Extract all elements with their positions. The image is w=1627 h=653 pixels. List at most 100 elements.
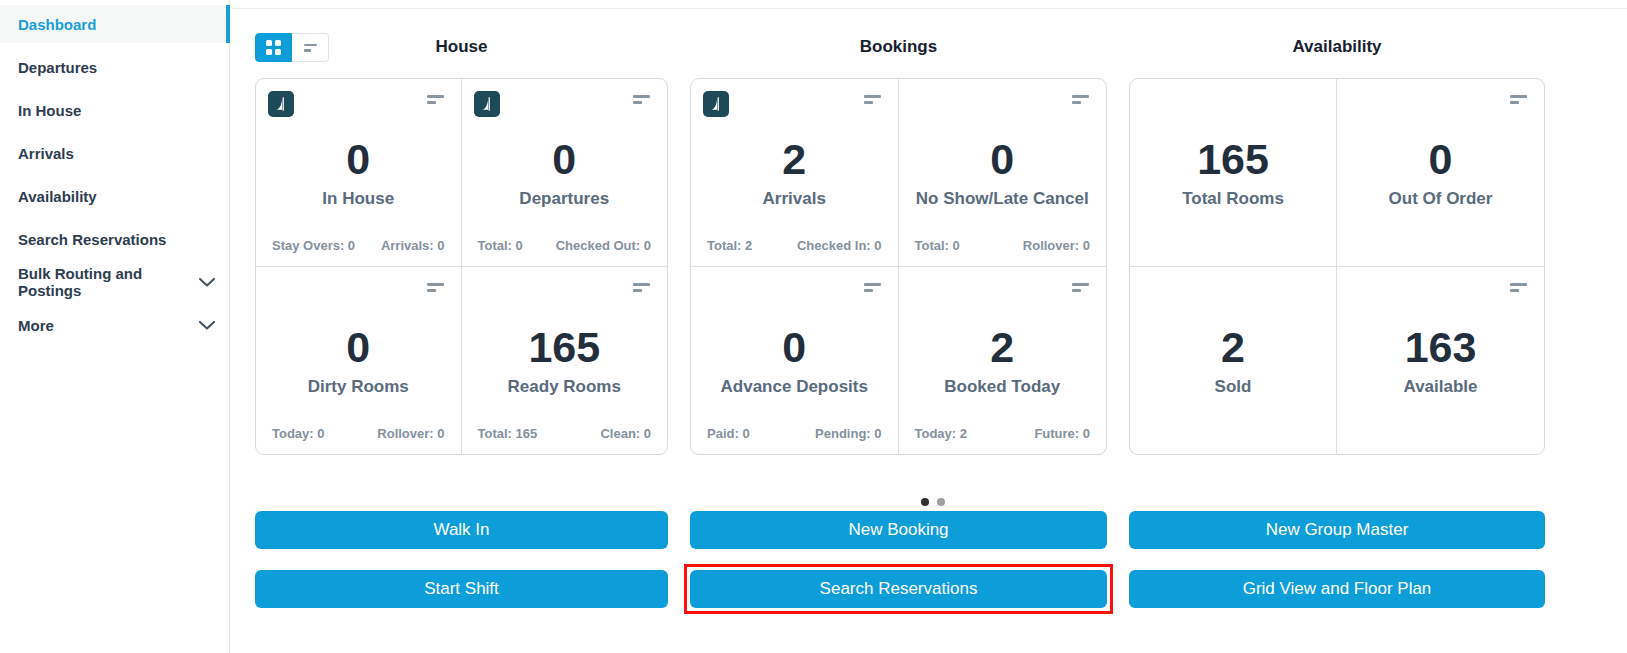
card-menu-icon[interactable] <box>1510 283 1527 292</box>
stat-label: Booked Today <box>944 377 1060 397</box>
stat-value: 2 <box>1221 324 1245 370</box>
sidebar-item-more[interactable]: More <box>0 306 229 344</box>
sidebar-item-label: Search Reservations <box>18 231 166 248</box>
sidebar: Dashboard Departures In House Arrivals A… <box>0 0 230 653</box>
stat-card-sold: 2 Sold <box>1130 267 1337 455</box>
stat-footer-left: Total: 2 <box>707 238 752 253</box>
sidebar-item-in-house[interactable]: In House <box>0 91 229 129</box>
stat-value: 0 <box>990 136 1014 182</box>
sidebar-item-label: In House <box>18 102 81 119</box>
sidebar-item-dashboard[interactable]: Dashboard <box>0 5 229 43</box>
sail-logo-icon <box>268 91 294 117</box>
stat-card-booked-today: 2 Booked Today Today: 2 Future: 0 <box>899 267 1107 455</box>
stat-value: 2 <box>990 324 1014 370</box>
stat-footer-right: Clean: 0 <box>600 426 651 441</box>
stat-card-no-show-late-cancel: 0 No Show/Late Cancel Total: 0 Rollover:… <box>899 79 1107 267</box>
stat-footer-right: Arrivals: 0 <box>381 238 445 253</box>
stat-value: 0 <box>346 324 370 370</box>
stat-footer-right: Pending: 0 <box>815 426 881 441</box>
chevron-down-icon <box>199 278 215 287</box>
stat-label: Out Of Order <box>1389 189 1493 209</box>
stat-footer-right: Future: 0 <box>1034 426 1090 441</box>
stat-label: Advance Deposits <box>721 377 868 397</box>
stat-value: 0 <box>346 136 370 182</box>
stat-footer-right: Checked In: 0 <box>797 238 882 253</box>
card-menu-icon[interactable] <box>633 95 650 104</box>
stat-value: 0 <box>1429 136 1453 182</box>
stat-footer-left: Today: 2 <box>915 426 968 441</box>
sidebar-item-label: Dashboard <box>18 16 96 33</box>
stat-footer-right: Checked Out: 0 <box>556 238 651 253</box>
stat-label: Available <box>1403 377 1477 397</box>
new-group-master-button[interactable]: New Group Master <box>1129 511 1545 549</box>
stat-label: No Show/Late Cancel <box>916 189 1089 209</box>
sidebar-item-label: Departures <box>18 59 97 76</box>
sidebar-item-label: Availability <box>18 188 97 205</box>
stat-card-ready-rooms: 165 Ready Rooms Total: 165 Clean: 0 <box>462 267 668 455</box>
sidebar-item-label: Arrivals <box>18 145 74 162</box>
stat-footer-left: Total: 165 <box>478 426 538 441</box>
carousel-pagination <box>921 498 945 506</box>
stat-value: 0 <box>782 324 806 370</box>
availability-panel: 165 Total Rooms 0 Out Of Order 2 Sold 16… <box>1129 78 1545 455</box>
card-menu-icon[interactable] <box>633 283 650 292</box>
stat-card-arrivals: 2 Arrivals Total: 2 Checked In: 0 <box>691 79 899 267</box>
stat-value: 2 <box>782 136 806 182</box>
stat-footer-left: Paid: 0 <box>707 426 750 441</box>
stat-label: Dirty Rooms <box>308 377 409 397</box>
stat-label: Arrivals <box>763 189 826 209</box>
stat-card-total-rooms: 165 Total Rooms <box>1130 79 1337 267</box>
stat-card-available: 163 Available <box>1337 267 1544 455</box>
house-panel: 0 In House Stay Overs: 0 Arrivals: 0 0 D… <box>255 78 668 455</box>
section-title-availability: Availability <box>1129 36 1545 58</box>
new-booking-button[interactable]: New Booking <box>690 511 1107 549</box>
sidebar-item-search-reservations[interactable]: Search Reservations <box>0 220 229 258</box>
stat-footer-left: Total: 0 <box>478 238 523 253</box>
stat-footer-left: Stay Overs: 0 <box>272 238 355 253</box>
stat-footer-left: Total: 0 <box>915 238 960 253</box>
stat-footer-right: Rollover: 0 <box>377 426 444 441</box>
card-menu-icon[interactable] <box>1072 95 1089 104</box>
pagination-dot[interactable] <box>937 498 945 506</box>
stat-label: Sold <box>1215 377 1252 397</box>
stat-card-in-house: 0 In House Stay Overs: 0 Arrivals: 0 <box>256 79 462 267</box>
sail-logo-icon <box>474 91 500 117</box>
sidebar-item-label: Bulk Routing and Postings <box>18 265 199 299</box>
stat-label: Ready Rooms <box>508 377 621 397</box>
sail-logo-icon <box>703 91 729 117</box>
stat-value: 165 <box>1197 136 1269 182</box>
search-reservations-button[interactable]: Search Reservations <box>690 570 1107 608</box>
pagination-dot-active[interactable] <box>921 498 929 506</box>
card-menu-icon[interactable] <box>1510 95 1527 104</box>
stat-label: Departures <box>519 189 609 209</box>
content-top-divider <box>231 8 1627 9</box>
section-title-house: House <box>255 36 668 58</box>
sidebar-item-arrivals[interactable]: Arrivals <box>0 134 229 172</box>
stat-footer-left: Today: 0 <box>272 426 325 441</box>
walk-in-button[interactable]: Walk In <box>255 511 668 549</box>
card-menu-icon[interactable] <box>427 95 444 104</box>
dashboard-screen: Dashboard Departures In House Arrivals A… <box>0 0 1627 653</box>
sidebar-item-availability[interactable]: Availability <box>0 177 229 215</box>
chevron-down-icon <box>199 321 215 330</box>
bookings-panel: 2 Arrivals Total: 2 Checked In: 0 0 No S… <box>690 78 1107 455</box>
stat-value: 0 <box>552 136 576 182</box>
stat-card-out-of-order: 0 Out Of Order <box>1337 79 1544 267</box>
card-menu-icon[interactable] <box>864 283 881 292</box>
sidebar-item-departures[interactable]: Departures <box>0 48 229 86</box>
card-menu-icon[interactable] <box>427 283 444 292</box>
start-shift-button[interactable]: Start Shift <box>255 570 668 608</box>
sidebar-item-label: More <box>18 317 54 334</box>
stat-footer-right: Rollover: 0 <box>1023 238 1090 253</box>
stat-card-advance-deposits: 0 Advance Deposits Paid: 0 Pending: 0 <box>691 267 899 455</box>
stat-card-departures: 0 Departures Total: 0 Checked Out: 0 <box>462 79 668 267</box>
grid-view-and-floor-plan-button[interactable]: Grid View and Floor Plan <box>1129 570 1545 608</box>
stat-value: 163 <box>1405 324 1477 370</box>
card-menu-icon[interactable] <box>864 95 881 104</box>
stat-card-dirty-rooms: 0 Dirty Rooms Today: 0 Rollover: 0 <box>256 267 462 455</box>
section-title-bookings: Bookings <box>690 36 1107 58</box>
active-indicator-bar <box>226 5 230 43</box>
sidebar-item-bulk-routing-and-postings[interactable]: Bulk Routing and Postings <box>0 263 229 301</box>
stat-label: In House <box>322 189 394 209</box>
card-menu-icon[interactable] <box>1072 283 1089 292</box>
